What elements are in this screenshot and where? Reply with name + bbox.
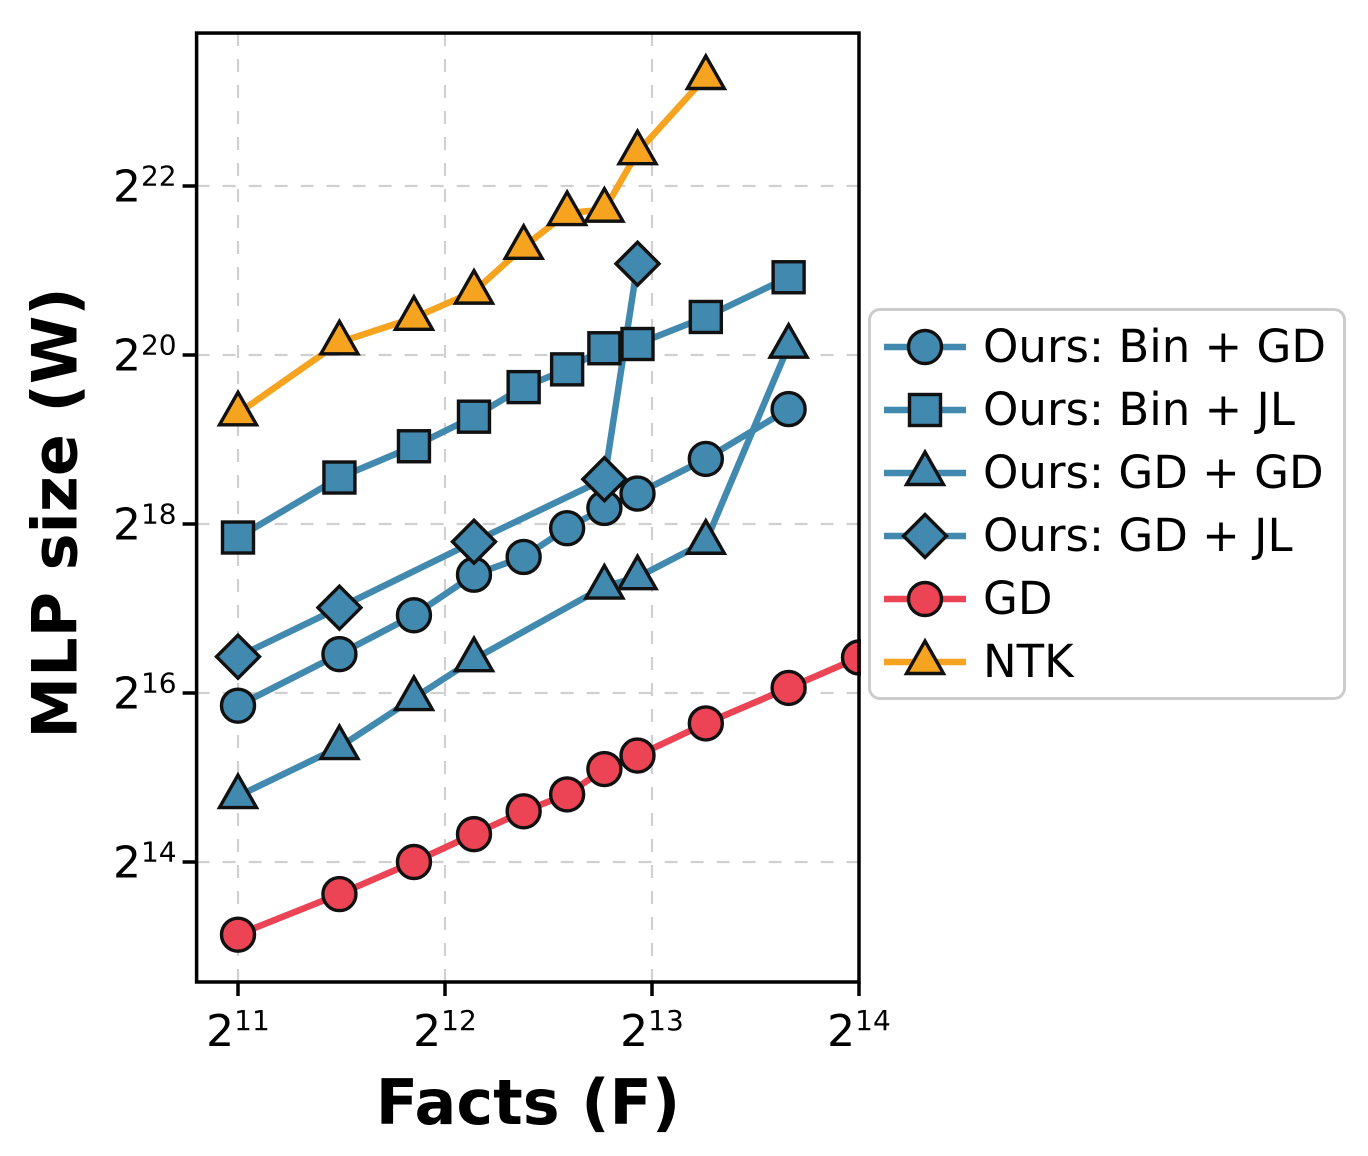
triangle-marker-icon xyxy=(884,448,966,486)
circle-marker-icon xyxy=(884,580,966,617)
legend-label: Ours: GD + JL xyxy=(983,509,1293,562)
x-axis-title: Facts (F) xyxy=(375,1066,681,1139)
tick-label-2^16: 216 xyxy=(112,666,177,720)
legend: Ours: Bin + GD Ours: Bin + JL Ours: GD +… xyxy=(868,308,1346,700)
legend-label: NTK xyxy=(983,635,1074,688)
series-markers xyxy=(214,52,862,953)
tick-label-2^18: 218 xyxy=(112,497,177,551)
series-Ours: GD + JL xyxy=(214,239,662,681)
legend-label: GD xyxy=(983,572,1053,625)
series-Ours: GD + GD xyxy=(216,321,811,810)
square-marker-icon xyxy=(884,392,966,427)
series-NTK xyxy=(216,52,728,427)
y-axis-title: MLP size (W) xyxy=(18,287,92,739)
tick-label-2^14: 214 xyxy=(112,835,177,889)
circle-marker-icon xyxy=(884,328,966,365)
tick-label-2^13: 213 xyxy=(620,1003,684,1057)
triangle-marker-icon xyxy=(884,637,966,675)
legend-label: Ours: Bin + JL xyxy=(983,383,1295,436)
legend-item-bin-gd: Ours: Bin + GD xyxy=(881,315,1343,378)
tick-label-2^20: 220 xyxy=(112,328,177,382)
diamond-marker-icon xyxy=(884,511,966,560)
tick-label-2^14: 214 xyxy=(827,1003,891,1057)
series-lines xyxy=(236,74,861,938)
legend-label: Ours: GD + GD xyxy=(983,446,1324,499)
tick-label-2^12: 212 xyxy=(413,1003,477,1057)
tick-marks xyxy=(182,184,861,996)
legend-item-ntk: NTK xyxy=(881,630,1343,693)
tick-label-2^22: 222 xyxy=(112,159,177,213)
legend-item-bin-jl: Ours: Bin + JL xyxy=(881,378,1343,441)
legend-label: Ours: Bin + GD xyxy=(983,320,1327,373)
gridlines xyxy=(196,33,861,982)
legend-item-gd-jl: Ours: GD + JL xyxy=(881,504,1343,567)
legend-item-gd: GD xyxy=(881,567,1343,630)
axes-box xyxy=(194,31,861,984)
series-Ours: Bin + GD xyxy=(219,390,807,724)
series-Ours: Bin + JL xyxy=(220,260,806,555)
legend-item-gd-gd: Ours: GD + GD xyxy=(881,441,1343,504)
tick-label-2^11: 211 xyxy=(206,1003,270,1057)
